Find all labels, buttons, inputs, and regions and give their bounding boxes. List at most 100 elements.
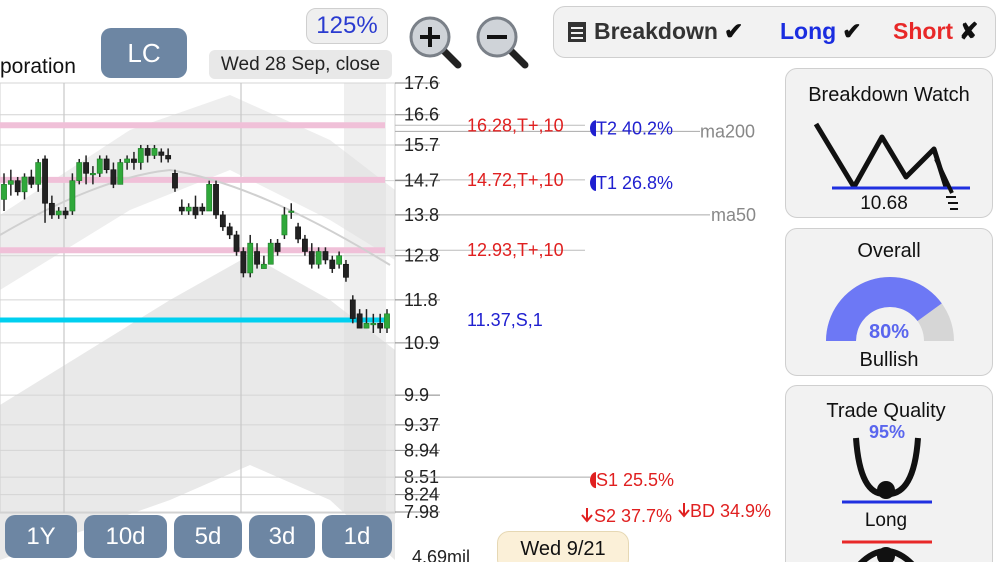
candle-body — [356, 313, 363, 329]
level-label: 14.72,T+,10 — [467, 170, 564, 190]
target-marker-icon — [590, 174, 596, 191]
candle-body — [1, 184, 7, 200]
candle-body — [178, 206, 185, 212]
candle-body — [48, 202, 55, 216]
candle-body — [124, 158, 131, 163]
candle-body — [336, 255, 343, 265]
breakdown-toggle[interactable]: Breakdown ✔ — [566, 18, 743, 45]
price-levels — [0, 122, 585, 323]
y-tick-label: 11.8 — [404, 290, 438, 310]
stop-marker-icon — [590, 472, 596, 489]
strategy-bar: Breakdown ✔ Long ✔ Short ✘ — [553, 6, 996, 58]
candle-body — [83, 162, 89, 174]
breakdown-value: 10.68 — [860, 193, 908, 214]
candles — [1, 144, 390, 334]
target-marker-icon — [590, 120, 596, 137]
candle-body — [144, 148, 151, 156]
short-cross-icon: ✘ — [959, 18, 979, 44]
target-label: T1 26.8% — [596, 173, 673, 193]
candle-body — [35, 162, 42, 185]
date-text: Wed 28 Sep, close — [220, 53, 381, 75]
candle-body — [165, 155, 172, 160]
y-tick-label: 13.8 — [404, 205, 439, 225]
stop-label: S2 37.7% — [594, 506, 672, 526]
candle-body — [76, 162, 83, 181]
card-title: Trade Quality — [826, 400, 946, 422]
period-button-3d[interactable]: 3d — [249, 515, 315, 558]
candle-body — [254, 251, 260, 265]
watermark-shape — [0, 95, 395, 560]
zoom-level: 125% — [306, 8, 388, 44]
magnifier-plus-icon — [409, 16, 462, 69]
level-label: 16.28,T+,10 — [467, 115, 564, 135]
breakdown-check-icon: ✔ — [723, 18, 744, 44]
date-bubble-text: Wed 9/21 — [520, 538, 606, 560]
breakdown-watch-card[interactable]: Breakdown Watch 10.68 — [785, 68, 993, 218]
breakdown-chart-icon — [813, 122, 970, 210]
candle-body — [131, 158, 137, 163]
candle-body — [192, 206, 199, 216]
candle-body — [349, 299, 356, 319]
candle-body — [199, 206, 206, 212]
period-label: 5d — [194, 522, 222, 550]
candle-body — [185, 206, 192, 212]
zoom-out-button[interactable] — [475, 15, 531, 71]
candle-body — [28, 176, 35, 185]
period-button-1d[interactable]: 1d — [322, 515, 392, 558]
y-tick-label: 12.8 — [404, 246, 439, 266]
target-label: T2 40.2% — [596, 118, 673, 138]
candle-body — [62, 210, 69, 216]
volume-text: 4.69mil — [412, 547, 471, 562]
candle-body — [295, 226, 301, 240]
trade-quality-card[interactable]: Trade Quality 95% Long — [785, 385, 993, 562]
candle-body — [213, 184, 219, 216]
candle-body — [137, 148, 144, 163]
short-toggle[interactable]: Short ✘ — [893, 18, 978, 45]
candle-body — [281, 214, 288, 236]
candle-body — [14, 180, 21, 193]
y-tick-label: 14.7 — [404, 171, 439, 191]
ticker-button[interactable]: LC — [101, 28, 187, 78]
y-tick-label: 17.6 — [404, 73, 439, 93]
y-tick-label: 8.94 — [404, 440, 439, 460]
candle-body — [42, 158, 48, 204]
candle-body — [158, 151, 165, 156]
candle-body — [274, 242, 281, 252]
candle-body — [302, 238, 308, 252]
magnifier-minus-icon — [476, 16, 529, 69]
period-button-10d[interactable]: 10d — [84, 515, 167, 558]
period-button-1y[interactable]: 1Y — [5, 515, 77, 558]
long-toggle[interactable]: Long ✔ — [780, 18, 861, 45]
candle-body — [55, 210, 62, 216]
stop-arrow-icon — [581, 508, 593, 523]
candle-body — [329, 259, 336, 269]
overall-sentiment: Bullish — [859, 349, 919, 371]
volume-label: 4.69mil — [412, 547, 470, 562]
current-day-highlight — [344, 83, 386, 513]
page-title: poration — [0, 55, 76, 79]
candle-body — [233, 234, 240, 252]
zoom-in-button[interactable] — [408, 15, 464, 71]
candle-body — [247, 242, 254, 274]
short-label: Short — [893, 18, 954, 44]
gauge-fill — [826, 277, 942, 341]
document-icon — [568, 21, 586, 42]
candle-body — [172, 173, 178, 189]
zoom-text: 125% — [316, 12, 378, 39]
period-button-5d[interactable]: 5d — [174, 515, 242, 558]
candle-body — [90, 173, 96, 176]
candle-body — [343, 263, 349, 278]
candle-body — [219, 214, 226, 228]
candle-body — [260, 263, 267, 269]
candle-body — [308, 251, 315, 265]
breakdown-label: Breakdown — [594, 18, 718, 44]
candle-body — [363, 323, 370, 329]
card-title: Breakdown Watch — [808, 84, 970, 106]
candle-body — [322, 251, 329, 261]
overall-card[interactable]: Overall 80% Bullish — [785, 228, 993, 376]
trade-quality-icon — [842, 437, 932, 562]
candle-body — [240, 251, 247, 274]
period-label: 10d — [105, 522, 146, 550]
